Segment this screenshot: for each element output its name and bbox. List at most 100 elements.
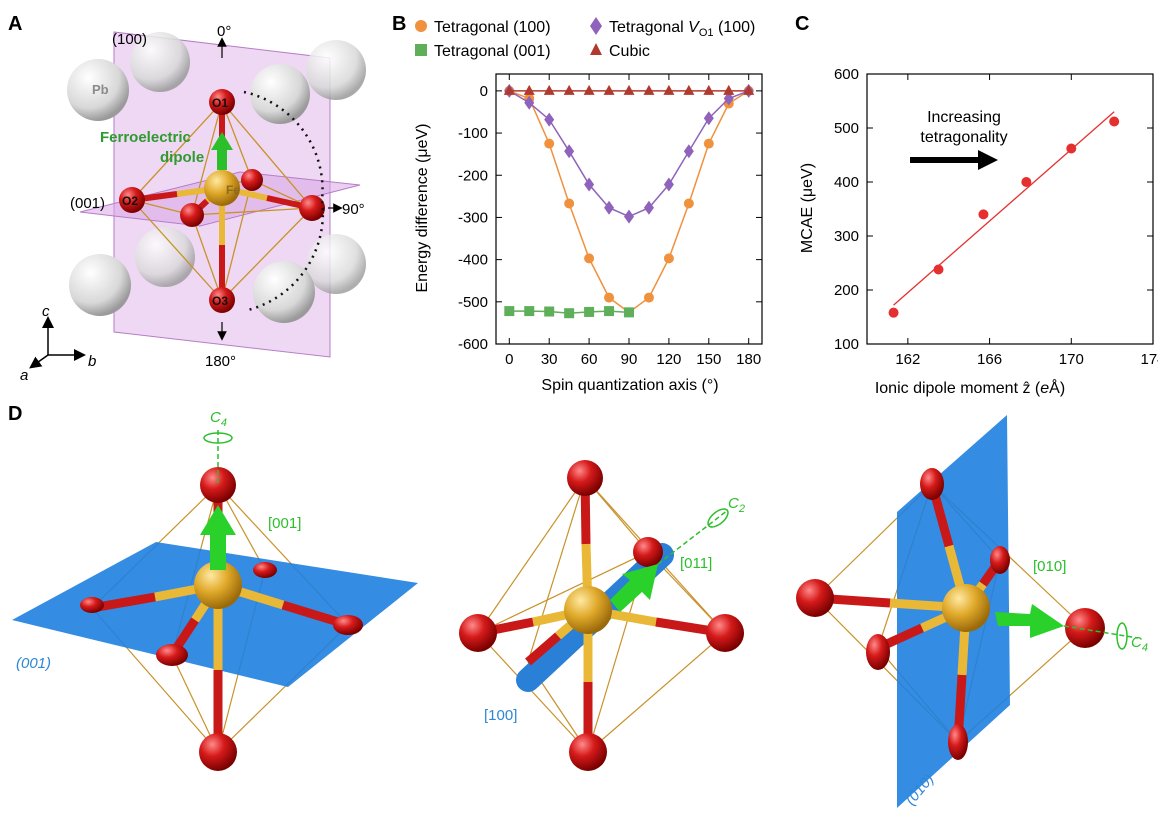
- legend-marker-tetragonal-vo1: [590, 17, 602, 35]
- fit-line: [893, 111, 1115, 306]
- data-point: [544, 112, 555, 127]
- panel-a-letter: A: [8, 13, 22, 35]
- c4-right-rotation-icon: [1116, 622, 1128, 650]
- crystal-axes: [29, 316, 86, 369]
- data-point: [703, 111, 714, 126]
- axis-a-label: a: [20, 367, 28, 384]
- data-point: [543, 84, 555, 95]
- y-tick-label: -400: [458, 252, 488, 269]
- data-point: [663, 177, 674, 192]
- data-point: [564, 198, 575, 209]
- pb-atom: [250, 64, 310, 124]
- octahedron-3: C4 [010] (010): [796, 415, 1148, 809]
- angle-180-label: 180°: [205, 353, 236, 370]
- x-tick-label: 166: [977, 351, 1002, 368]
- data-point: [544, 138, 555, 149]
- annotation-line2: tetragonality: [920, 129, 1007, 146]
- x-tick-label: 162: [895, 351, 920, 368]
- data-point: [624, 209, 634, 224]
- octahedron-1: C4 [001] (001): [12, 409, 418, 771]
- data-point: [1066, 143, 1077, 154]
- o-atom: [180, 203, 204, 227]
- fe-atom: [204, 170, 240, 206]
- data-point: [564, 308, 575, 319]
- tetragonality-arrow: [910, 150, 998, 170]
- dir-011-label: [011]: [680, 555, 712, 572]
- x-tick-label: 150: [696, 351, 721, 368]
- dir-100-label: [100]: [484, 707, 517, 724]
- o2-atom: [119, 187, 145, 213]
- chart-b: 0 30 60 90 120 150 180 0 -100 -200 -300 -400 -500 -60…: [458, 73, 763, 368]
- y-tick-label: 200: [834, 282, 859, 299]
- panel-a: A: [8, 13, 366, 384]
- c2-rotation-icon: [707, 508, 729, 528]
- data-point: [703, 84, 715, 95]
- plot-frame: [866, 73, 1154, 345]
- panel-b-letter: B: [392, 13, 406, 35]
- data-point: [1021, 177, 1032, 187]
- x-tick-label: 170: [1059, 351, 1084, 368]
- annotation-line1: Increasing: [927, 109, 1001, 126]
- data-point: [663, 84, 675, 95]
- pb-atom: [69, 254, 131, 316]
- x-tick-label: 180: [736, 351, 761, 368]
- y-tick-label: 600: [834, 66, 859, 83]
- series-line-1: [508, 90, 749, 218]
- oct3-dipole-arrow: [995, 604, 1064, 638]
- o1-label: O1: [212, 96, 228, 110]
- plane-001-d-label: (001): [16, 655, 51, 672]
- x-tick-label: 0: [505, 351, 513, 368]
- y-tick-label: -300: [458, 209, 488, 226]
- y-tick-label: -100: [458, 125, 488, 142]
- data-point: [978, 209, 989, 220]
- plane-001-label: (001): [70, 195, 105, 212]
- pb-atom: [135, 227, 195, 287]
- plane-100-label: (100): [112, 31, 147, 48]
- y-tick-label: -200: [458, 167, 488, 184]
- data-point: [723, 91, 734, 106]
- data-point: [888, 307, 899, 318]
- oct2-fe-atom: [564, 586, 612, 634]
- data-point: [933, 264, 944, 275]
- legend-marker-cubic: [590, 43, 602, 55]
- dir-010-label: [010]: [1033, 558, 1066, 575]
- o1-atom: [209, 89, 235, 115]
- legend-marker-tetragonal-100: [415, 20, 427, 32]
- pb-atom: [67, 59, 129, 121]
- data-point: [643, 292, 654, 303]
- data-point: [723, 84, 735, 95]
- x-tick-label: 174: [1140, 351, 1158, 368]
- oct1-dipole-arrow: [200, 505, 236, 570]
- dir-001-label: [001]: [268, 515, 301, 532]
- data-point: [584, 177, 595, 192]
- axis-c-label: c: [42, 303, 50, 320]
- y-tick-label: 300: [834, 228, 859, 245]
- y-tick-label: -500: [458, 294, 488, 311]
- data-point: [683, 198, 694, 209]
- data-point: [683, 144, 694, 159]
- chart-b-ylabel: Energy difference (μeV): [414, 123, 431, 292]
- data-point: [643, 200, 654, 215]
- data-point: [564, 144, 575, 159]
- c2-label: C2: [728, 495, 745, 515]
- dipole-label-line2: dipole: [160, 149, 204, 166]
- c4-top-label: C4: [210, 409, 227, 429]
- o-atom: [299, 195, 325, 221]
- legend-tetragonal-001: Tetragonal (001): [434, 43, 551, 60]
- y-tick-label: 500: [834, 120, 859, 137]
- c4-right-label: C4: [1131, 634, 1148, 654]
- panel-d: D: [8, 403, 1148, 809]
- data-point: [583, 84, 595, 95]
- data-point: [663, 253, 674, 264]
- chart-c-xlabel: Ionic dipole moment ẑ (eÅ): [875, 378, 1065, 397]
- data-point: [584, 306, 595, 317]
- c4-rotation-icon: [203, 432, 233, 444]
- chart-c-ylabel: MCAE (μeV): [799, 163, 816, 253]
- pb-label: Pb: [92, 82, 109, 97]
- y-tick-label: 100: [834, 336, 859, 353]
- o-atom: [241, 169, 263, 191]
- y-tick-label: -600: [458, 336, 488, 353]
- x-tick-label: 30: [541, 351, 558, 368]
- dipole-label-line1: Ferroelectric: [100, 129, 191, 146]
